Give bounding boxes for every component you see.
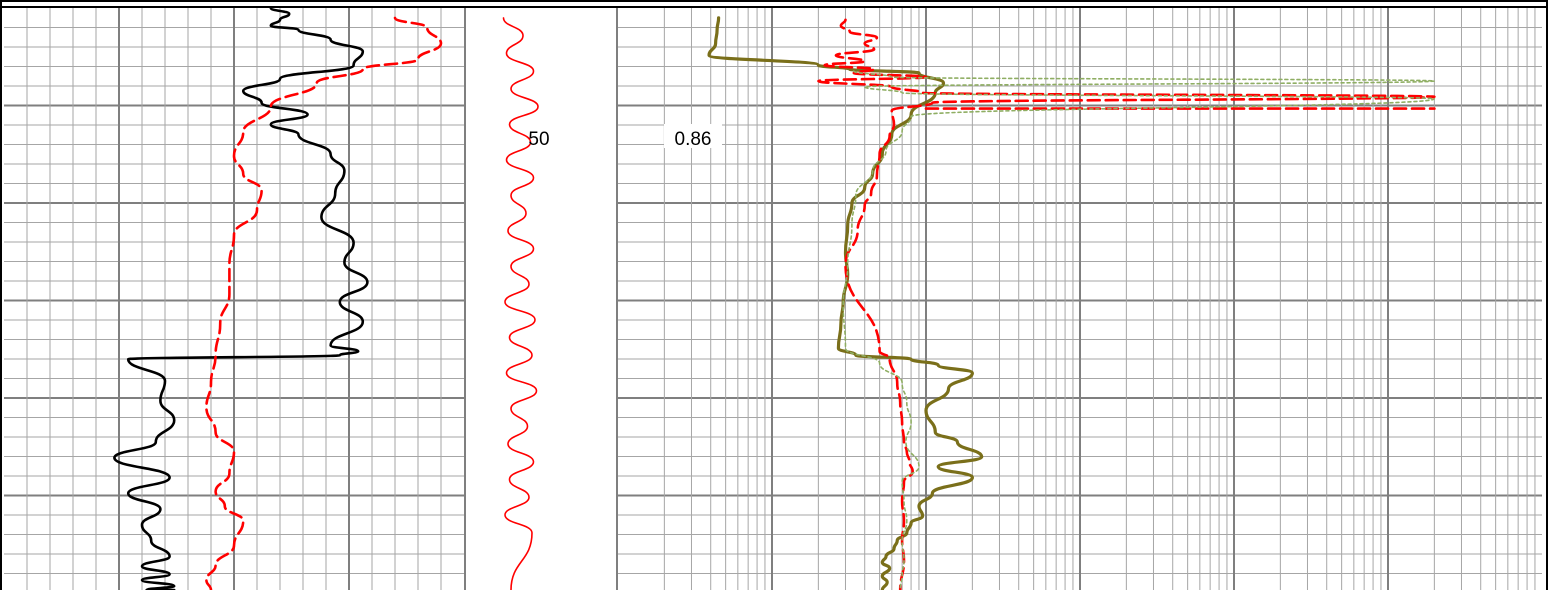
scale-label: 0.86 — [675, 129, 712, 150]
track3-series-4-line — [842, 70, 1436, 590]
track3-series-1-line — [707, 16, 984, 590]
scale-label-background — [664, 124, 722, 148]
track1-series-1-line — [113, 6, 369, 590]
track1-series-2-line — [205, 16, 443, 590]
depth-label: 50 — [528, 129, 549, 150]
curve-layer — [113, 6, 1436, 590]
track2-series-1-line — [502, 17, 539, 590]
grid-layer — [4, 8, 1542, 590]
track3-series-2-line — [817, 18, 1436, 590]
